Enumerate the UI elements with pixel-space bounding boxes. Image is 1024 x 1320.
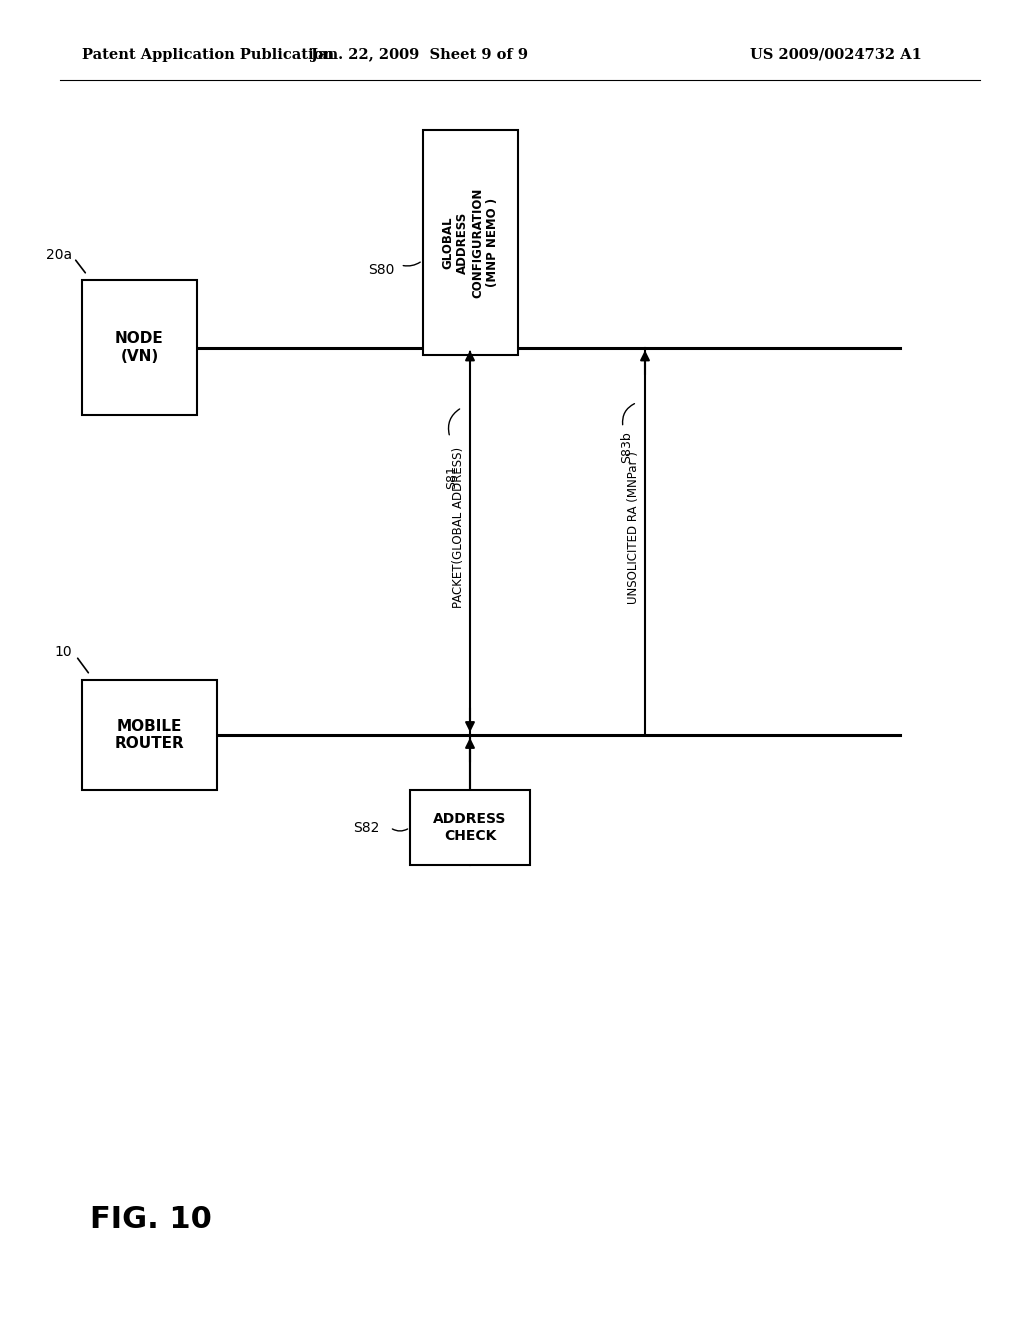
- Bar: [82, 680, 217, 789]
- Bar: [423, 129, 517, 355]
- Bar: [82, 280, 197, 414]
- Text: FIG. 10: FIG. 10: [90, 1205, 212, 1234]
- Text: MOBILE
ROUTER: MOBILE ROUTER: [115, 719, 184, 751]
- Text: NODE
(VN): NODE (VN): [115, 331, 164, 364]
- Text: 10: 10: [54, 645, 72, 659]
- Text: S82: S82: [353, 821, 380, 834]
- Text: S80: S80: [368, 263, 394, 276]
- Text: UNSOLICITED RA (MNPar ): UNSOLICITED RA (MNPar ): [627, 451, 640, 605]
- Text: Patent Application Publication: Patent Application Publication: [82, 48, 334, 62]
- Text: S81: S81: [445, 466, 458, 490]
- Bar: [410, 789, 530, 865]
- Text: ADDRESS
CHECK: ADDRESS CHECK: [433, 812, 507, 842]
- Text: PACKET(GLOBAL ADDRESS): PACKET(GLOBAL ADDRESS): [452, 447, 465, 609]
- Text: GLOBAL
ADDRESS
CONFIGURATION
(MNP NEMO ): GLOBAL ADDRESS CONFIGURATION (MNP NEMO ): [441, 187, 499, 298]
- Text: Jan. 22, 2009  Sheet 9 of 9: Jan. 22, 2009 Sheet 9 of 9: [311, 48, 528, 62]
- Text: US 2009/0024732 A1: US 2009/0024732 A1: [750, 48, 922, 62]
- Text: 20a: 20a: [46, 248, 72, 261]
- Text: S83b: S83b: [620, 432, 633, 463]
